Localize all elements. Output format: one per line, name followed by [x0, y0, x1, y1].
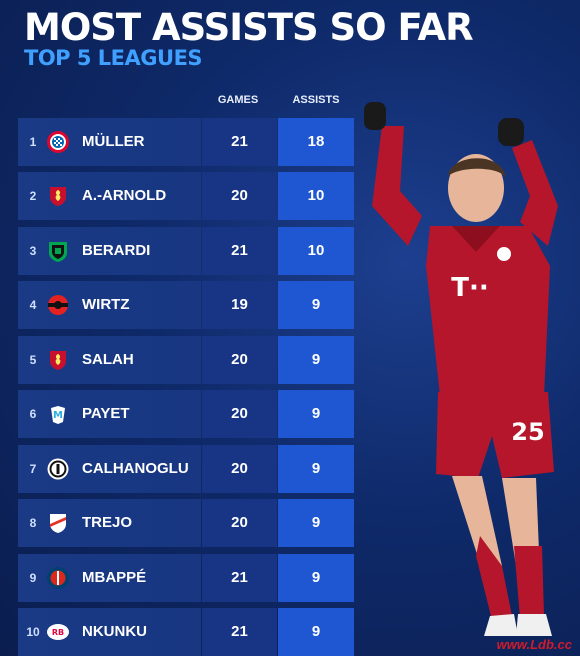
svg-text:M: M	[53, 410, 63, 421]
assists-value: 9	[311, 569, 321, 586]
games-value: 21	[231, 242, 248, 259]
games-value: 20	[231, 514, 248, 531]
player-name: CALHANOGLU	[82, 460, 189, 477]
liverpool-badge-icon	[50, 351, 66, 370]
rank-number: 2	[29, 189, 37, 203]
bayern-munich-badge-icon	[47, 131, 69, 153]
leverkusen-badge-icon	[48, 295, 68, 315]
rank-number: 6	[29, 407, 37, 421]
rank-number: 3	[29, 244, 37, 258]
games-value: 21	[231, 133, 248, 150]
games-value: 21	[231, 569, 248, 586]
rank-number: 9	[29, 571, 37, 585]
player-name: NKUNKU	[82, 623, 147, 640]
player-name: SALAH	[82, 351, 134, 368]
liverpool-badge-icon	[50, 187, 66, 206]
assists-value: 9	[311, 351, 321, 368]
player-celebration-image: T·· 25	[364, 102, 558, 636]
player-name: MÜLLER	[82, 133, 145, 150]
shirt-sponsor: T··	[451, 273, 489, 303]
svg-text:RB: RB	[52, 628, 64, 637]
inter-badge-icon	[47, 458, 69, 480]
games-value: 20	[231, 460, 248, 477]
rank-number: 8	[29, 516, 37, 530]
player-name: TREJO	[82, 514, 133, 531]
table-row: 4 WIRTZ 19 9	[18, 281, 354, 329]
assists-value: 10	[307, 242, 325, 259]
shorts-number: 25	[511, 418, 544, 446]
table-row: 10 RB NKUNKU 21 9	[18, 608, 354, 656]
assists-value: 9	[311, 514, 321, 531]
table-row: 1 MÜLLER 21 18	[18, 118, 354, 166]
table-row: 8 TREJO 20 9	[18, 499, 354, 547]
sassuolo-badge-icon	[49, 242, 67, 262]
table-row: 5 SALAH 20 9	[18, 336, 354, 384]
assists-value: 10	[307, 187, 325, 204]
games-value: 20	[231, 405, 248, 422]
table-row: 6 M PAYET 20 9	[18, 390, 354, 438]
rank-number: 5	[29, 353, 37, 367]
player-name: BERARDI	[82, 242, 151, 259]
rank-number: 10	[26, 625, 40, 639]
rayo-vallecano-badge-icon	[50, 514, 66, 533]
table-row: 9 MBAPPÉ 21 9	[18, 554, 354, 602]
marseille-badge-icon: M	[51, 406, 65, 424]
games-value: 19	[231, 296, 248, 313]
player-name: MBAPPÉ	[82, 569, 147, 586]
rank-number: 1	[29, 135, 37, 149]
assists-value: 9	[311, 296, 321, 313]
watermark-text: www.Ldb.cc	[496, 637, 572, 652]
games-value: 20	[231, 351, 248, 368]
games-value: 20	[231, 187, 248, 204]
rank-number: 4	[29, 298, 37, 312]
leipzig-badge-icon: RB	[47, 624, 69, 640]
page-subtitle: TOP 5 LEAGUES	[24, 46, 203, 70]
player-name: WIRTZ	[82, 296, 130, 313]
assists-value: 9	[311, 623, 321, 640]
assists-column-header: ASSISTS	[292, 94, 340, 106]
player-name: PAYET	[82, 405, 130, 422]
games-value: 21	[231, 623, 248, 640]
psg-badge-icon	[47, 567, 69, 589]
games-column-header: GAMES	[217, 94, 259, 106]
page-title: MOST ASSISTS SO FAR	[24, 6, 474, 49]
assists-value: 9	[311, 405, 321, 422]
table-row: 3 BERARDI 21 10	[18, 227, 354, 275]
table-row: 2 A.-ARNOLD 20 10	[18, 172, 354, 220]
rank-number: 7	[29, 462, 37, 476]
player-name: A.-ARNOLD	[82, 187, 167, 204]
assists-value: 18	[307, 133, 325, 150]
assists-value: 9	[311, 460, 321, 477]
table-row: 7 CALHANOGLU 20 9	[18, 445, 354, 493]
